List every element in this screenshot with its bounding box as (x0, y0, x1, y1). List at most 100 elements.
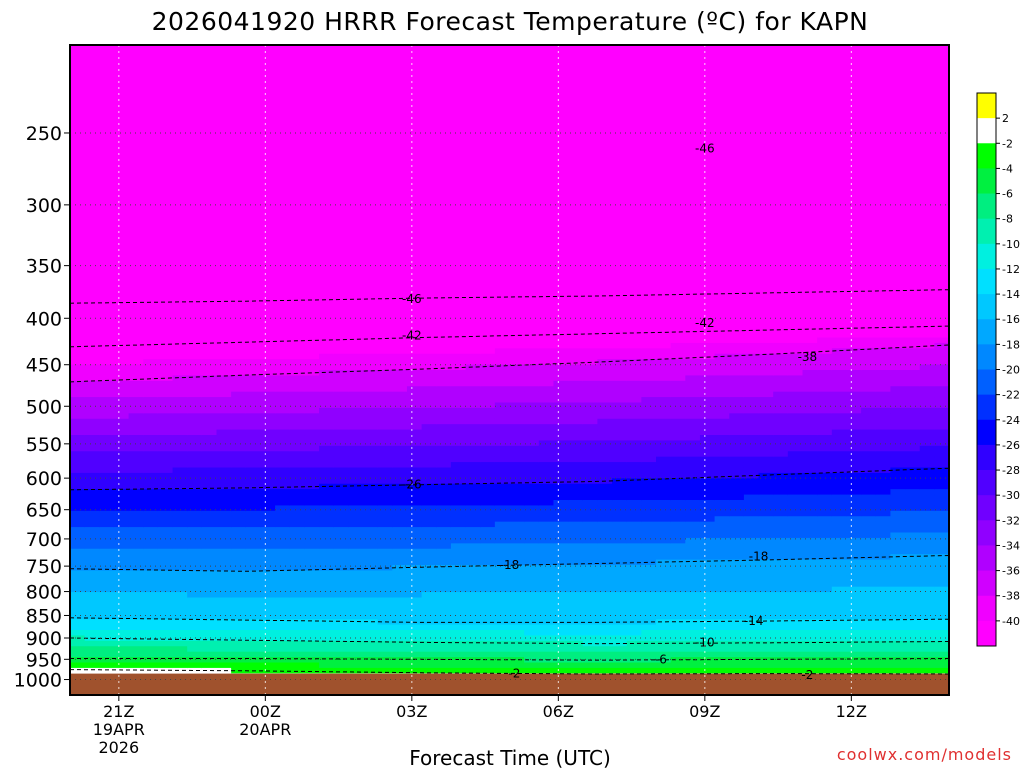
temperature-cell (377, 294, 393, 301)
temperature-cell (524, 55, 540, 62)
temperature-cell (465, 483, 481, 490)
temperature-cell (670, 440, 686, 447)
temperature-cell (612, 602, 628, 609)
temperature-cell (157, 61, 174, 68)
temperature-cell (245, 608, 262, 615)
temperature-cell (597, 413, 613, 420)
temperature-cell (157, 451, 174, 458)
temperature-cell (494, 570, 511, 577)
temperature-cell (143, 120, 159, 127)
temperature-cell (363, 527, 379, 534)
temperature-cell (231, 353, 247, 360)
temperature-cell (582, 191, 598, 198)
temperature-cell (597, 77, 613, 84)
temperature-cell (406, 418, 423, 425)
temperature-cell (172, 537, 188, 544)
temperature-cell (245, 407, 262, 414)
temperature-cell (260, 500, 276, 507)
temperature-cell (494, 397, 511, 404)
temperature-cell (494, 250, 511, 257)
temperature-cell (304, 651, 320, 658)
temperature-cell (656, 326, 672, 333)
temperature-cell (436, 456, 452, 463)
temperature-cell (275, 429, 291, 436)
temperature-cell (231, 478, 247, 485)
temperature-cell (406, 424, 423, 431)
temperature-cell (480, 245, 496, 252)
temperature-cell (436, 635, 452, 642)
temperature-cell (597, 375, 613, 382)
temperature-cell (436, 99, 452, 106)
temperature-cell (99, 370, 115, 377)
temperature-cell (641, 657, 657, 664)
temperature-cell (670, 120, 686, 127)
temperature-cell (231, 651, 247, 658)
temperature-cell (275, 61, 291, 68)
temperature-cell (436, 543, 452, 550)
temperature-cell (436, 131, 452, 138)
temperature-cell (465, 575, 481, 582)
temperature-cell (524, 575, 540, 582)
temperature-cell (245, 554, 262, 561)
temperature-cell (392, 326, 408, 333)
temperature-cell (319, 505, 335, 512)
temperature-cell (421, 657, 437, 664)
temperature-cell (84, 575, 100, 582)
temperature-cell (304, 120, 320, 127)
temperature-cell (582, 543, 598, 550)
temperature-cell (172, 516, 188, 523)
temperature-cell (99, 380, 115, 387)
temperature-cell (289, 440, 305, 447)
temperature-cell (509, 77, 525, 84)
temperature-cell (377, 164, 393, 171)
temperature-cell (597, 245, 613, 252)
temperature-cell (260, 310, 276, 317)
temperature-cell (319, 207, 335, 214)
temperature-cell (392, 153, 408, 160)
temperature-cell (626, 478, 642, 485)
temperature-cell (245, 435, 262, 442)
temperature-cell (406, 45, 423, 52)
temperature-cell (538, 516, 555, 523)
temperature-cell (626, 66, 642, 73)
temperature-cell (172, 402, 188, 409)
temperature-cell (450, 597, 467, 604)
temperature-cell (172, 575, 188, 582)
temperature-cell (421, 548, 437, 555)
temperature-cell (524, 608, 540, 615)
temperature-cell (377, 370, 393, 377)
temperature-cell (465, 283, 481, 290)
temperature-cell (641, 640, 657, 647)
temperature-cell (377, 597, 393, 604)
temperature-cell (128, 137, 144, 144)
temperature-cell (450, 207, 467, 214)
temperature-cell (157, 261, 174, 268)
temperature-cell (70, 375, 86, 382)
temperature-cell (465, 348, 481, 355)
temperature-cell (216, 99, 232, 106)
temperature-cell (84, 153, 100, 160)
temperature-cell (626, 483, 642, 490)
temperature-cell (84, 348, 100, 355)
temperature-cell (319, 353, 335, 360)
temperature-cell (363, 586, 379, 593)
temperature-cell (538, 261, 555, 268)
temperature-cell (260, 413, 276, 420)
temperature-cell (143, 413, 159, 420)
temperature-cell (275, 635, 291, 642)
temperature-cell (304, 413, 320, 420)
temperature-cell (275, 261, 291, 268)
temperature-cell (465, 50, 481, 57)
temperature-cell (84, 147, 100, 154)
temperature-cell (524, 602, 540, 609)
temperature-cell (348, 521, 364, 528)
temperature-cell (157, 45, 174, 52)
temperature-cell (392, 537, 408, 544)
temperature-cell (612, 147, 628, 154)
temperature-cell (143, 218, 159, 225)
temperature-cell (260, 440, 276, 447)
temperature-cell (304, 185, 320, 192)
temperature-cell (319, 115, 335, 122)
temperature-cell (450, 359, 467, 366)
temperature-cell (319, 180, 335, 187)
